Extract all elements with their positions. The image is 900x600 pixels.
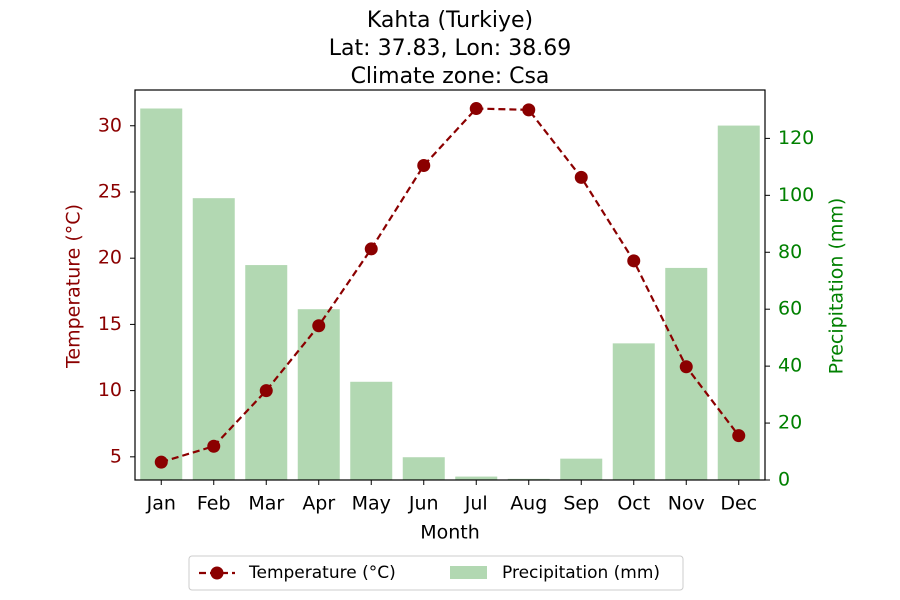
legend-temperature-swatch-marker [210, 566, 224, 580]
temperature-point-jun [417, 158, 431, 172]
y-right-axis-label: Precipitation (mm) [826, 198, 848, 375]
temperature-point-oct [627, 254, 641, 268]
precipitation-bars [140, 108, 760, 481]
y-left-tick-label: 10 [98, 379, 122, 401]
temperature-point-jan [154, 455, 168, 469]
x-tick-label: Feb [197, 493, 231, 515]
precip-bar-sep [560, 458, 603, 480]
temperature-point-may [364, 242, 378, 256]
x-tick-label: Oct [617, 493, 650, 515]
y-right-tick-label: 20 [778, 412, 802, 434]
y-right-tick-label: 0 [778, 469, 790, 491]
y-left-tick-label: 5 [110, 445, 122, 467]
y-right-tick-label: 80 [778, 241, 802, 263]
x-tick-label: Jun [408, 493, 439, 515]
x-tick-label: May [352, 493, 391, 515]
temperature-point-nov [679, 360, 693, 374]
axes: Jan Feb Mar Apr May Jun Jul Aug Sep Oct Nov Dec 5 10 1… [98, 89, 814, 515]
temperature-line-path [160, 107, 740, 464]
precip-bar-jun [402, 457, 445, 480]
x-tick-label: Dec [720, 493, 757, 515]
temperature-point-sep [574, 170, 588, 184]
precip-bar-jul [455, 476, 498, 480]
legend-precipitation-swatch [450, 566, 487, 579]
temperature-point-dec [732, 429, 746, 443]
precip-bar-oct [612, 343, 655, 480]
x-tick-label: Nov [668, 493, 705, 515]
legend: Temperature (°C) Precipitation (mm) [188, 555, 684, 591]
temperature-point-feb [207, 439, 221, 453]
precip-bar-dec [717, 125, 760, 481]
temperature-point-mar [259, 384, 273, 398]
x-axis-label: Month [420, 522, 480, 544]
y-right-tick-label: 120 [778, 127, 814, 149]
temperature-point-apr [312, 319, 326, 333]
x-tick-label: Aug [510, 493, 547, 515]
temperature-point-jul [469, 102, 483, 116]
chart-title-line-3: Climate zone: Csa [351, 64, 550, 89]
precip-bar-apr [297, 309, 340, 480]
precip-bar-nov [665, 267, 708, 480]
temperature-line [154, 102, 746, 469]
y-right-tick-label: 60 [778, 298, 802, 320]
chart-title-line-1: Kahta (Turkiye) [367, 8, 533, 33]
chart-title-line-2: Lat: 37.83, Lon: 38.69 [329, 36, 571, 61]
y-right-tick-label: 40 [778, 355, 802, 377]
y-left-tick-label: 15 [98, 313, 122, 335]
x-tick-label: Sep [563, 493, 599, 515]
legend-precipitation-label: Precipitation (mm) [502, 563, 660, 583]
plot-frame [134, 89, 766, 481]
temperature-point-aug [522, 103, 536, 117]
precip-bar-jan [140, 108, 183, 480]
x-tick-label: Jan [146, 493, 176, 515]
precip-bar-may [350, 381, 393, 480]
x-tick-label: Apr [302, 493, 335, 515]
legend-temperature-label: Temperature (°C) [248, 563, 396, 583]
y-left-axis-label: Temperature (°C) [63, 204, 85, 369]
x-tick-label: Jul [464, 493, 488, 515]
y-right-tick-label: 100 [778, 184, 814, 206]
x-tick-label: Mar [248, 493, 284, 515]
y-left-tick-label: 20 [98, 247, 122, 269]
y-left-tick-label: 25 [98, 180, 122, 202]
legend-frame [188, 555, 684, 591]
precip-bar-feb [192, 198, 235, 481]
y-left-tick-label: 30 [98, 114, 122, 136]
